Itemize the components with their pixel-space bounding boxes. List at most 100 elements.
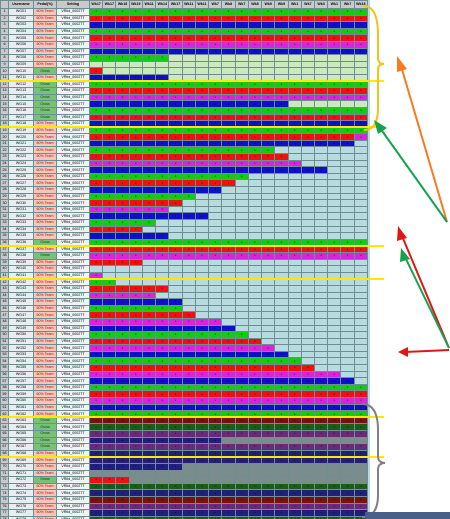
week-cell[interactable]: ● [115,495,130,504]
week-cell[interactable]: ● [247,489,263,497]
week-cell[interactable]: ● [168,179,183,188]
week-cell[interactable] [221,219,236,227]
week-cell[interactable]: ● [274,377,289,385]
week-cell[interactable]: ● [194,139,210,148]
week-cell[interactable]: ● [327,21,342,29]
week-cell[interactable]: ● [155,159,170,168]
week-cell[interactable]: ● [353,93,369,102]
week-cell[interactable] [194,271,210,280]
week-cell[interactable] [327,159,342,168]
week-cell[interactable]: ● [247,449,263,458]
week-cell[interactable]: ● [287,403,302,412]
week-cell[interactable]: ● [168,212,183,220]
week-cell[interactable]: ● [261,14,276,23]
week-cell[interactable]: ● [208,100,223,108]
week-cell[interactable] [300,67,315,75]
week-cell[interactable]: ● [102,489,117,497]
week-cell[interactable]: ● [274,139,289,148]
week-cell[interactable]: ● [115,159,130,168]
week-cell[interactable] [353,146,369,155]
week-cell[interactable] [194,298,210,306]
week-cell[interactable]: ● [88,324,104,333]
week-cell[interactable]: ● [247,344,263,352]
week-cell[interactable]: ● [327,139,342,148]
week-cell[interactable]: ● [102,126,117,135]
week-cell[interactable] [234,298,249,306]
week-cell[interactable]: ● [340,34,355,42]
week-cell[interactable]: ● [194,100,210,108]
week-cell[interactable]: ● [208,251,223,260]
week-cell[interactable] [261,225,276,234]
week-cell[interactable]: ● [340,238,355,247]
row-number[interactable]: 58 [0,383,9,392]
week-cell[interactable]: ● [208,416,223,425]
setting-cell[interactable]: VRtld_0002TT [56,456,90,464]
week-cell[interactable]: ● [155,73,170,82]
week-cell[interactable]: ● [247,251,263,260]
column-header[interactable]: Wk11 [141,0,157,9]
row-number[interactable]: 1 [0,8,9,16]
week-cell[interactable] [141,278,157,286]
week-cell[interactable]: ● [300,397,315,405]
week-cell[interactable]: ● [194,212,210,220]
week-cell[interactable]: ● [168,436,183,445]
week-cell[interactable]: ● [274,251,289,260]
week-cell[interactable]: ● [181,449,196,458]
week-cell[interactable]: ● [168,462,183,471]
week-cell[interactable]: ● [155,462,170,471]
setting-cell[interactable]: VRtld_0002TT [56,449,90,458]
week-cell[interactable] [313,67,329,75]
week-cell[interactable]: ● [128,126,143,135]
week-cell[interactable]: ● [102,80,117,89]
week-cell[interactable]: ● [247,153,263,161]
week-cell[interactable]: ● [327,238,342,247]
week-cell[interactable]: ● [221,40,236,49]
week-cell[interactable]: ● [194,390,210,399]
status-cell[interactable]: 60% Team [33,304,57,313]
week-cell[interactable]: ● [181,34,196,42]
week-cell[interactable]: ● [181,21,196,29]
week-cell[interactable] [221,199,236,207]
week-cell[interactable]: ● [353,126,369,135]
week-cell[interactable]: ● [155,199,170,207]
week-cell[interactable]: ● [102,219,117,227]
username-cell[interactable]: WG77 [8,509,34,517]
week-cell[interactable] [194,67,210,75]
week-cell[interactable] [234,462,249,471]
week-cell[interactable]: ● [261,159,276,168]
week-cell[interactable] [141,67,157,75]
week-cell[interactable]: ● [261,21,276,29]
week-cell[interactable] [313,469,329,478]
status-cell[interactable]: 60% Team [33,403,57,412]
week-cell[interactable]: ● [115,245,130,253]
week-cell[interactable] [300,73,315,82]
week-cell[interactable] [194,469,210,478]
week-cell[interactable]: ● [115,87,130,95]
setting-cell[interactable]: VRtld_0002TT [56,258,90,267]
week-cell[interactable]: ● [221,482,236,491]
week-cell[interactable]: ● [300,87,315,95]
week-cell[interactable]: ● [168,423,183,431]
week-cell[interactable] [340,186,355,194]
week-cell[interactable] [287,462,302,471]
week-cell[interactable] [208,225,223,234]
week-cell[interactable] [234,179,249,188]
week-cell[interactable]: ● [247,133,263,141]
week-cell[interactable]: ● [261,100,276,108]
week-cell[interactable]: ● [221,47,236,56]
week-cell[interactable]: ● [115,370,130,379]
week-cell[interactable]: ● [181,495,196,504]
week-cell[interactable]: ● [102,449,117,458]
week-cell[interactable]: ● [234,456,249,464]
week-cell[interactable]: ● [155,87,170,95]
week-cell[interactable] [287,350,302,359]
week-cell[interactable]: ● [208,489,223,497]
week-cell[interactable]: ● [274,357,289,366]
column-header[interactable]: Wk1 [327,0,342,9]
status-cell[interactable]: 60% Team [33,383,57,392]
week-cell[interactable] [287,232,302,240]
week-cell[interactable]: ● [141,364,157,372]
setting-cell[interactable]: VRtld_0002TT [56,502,90,511]
setting-cell[interactable]: VRtld_0002TT [56,219,90,227]
week-cell[interactable]: ● [221,449,236,458]
